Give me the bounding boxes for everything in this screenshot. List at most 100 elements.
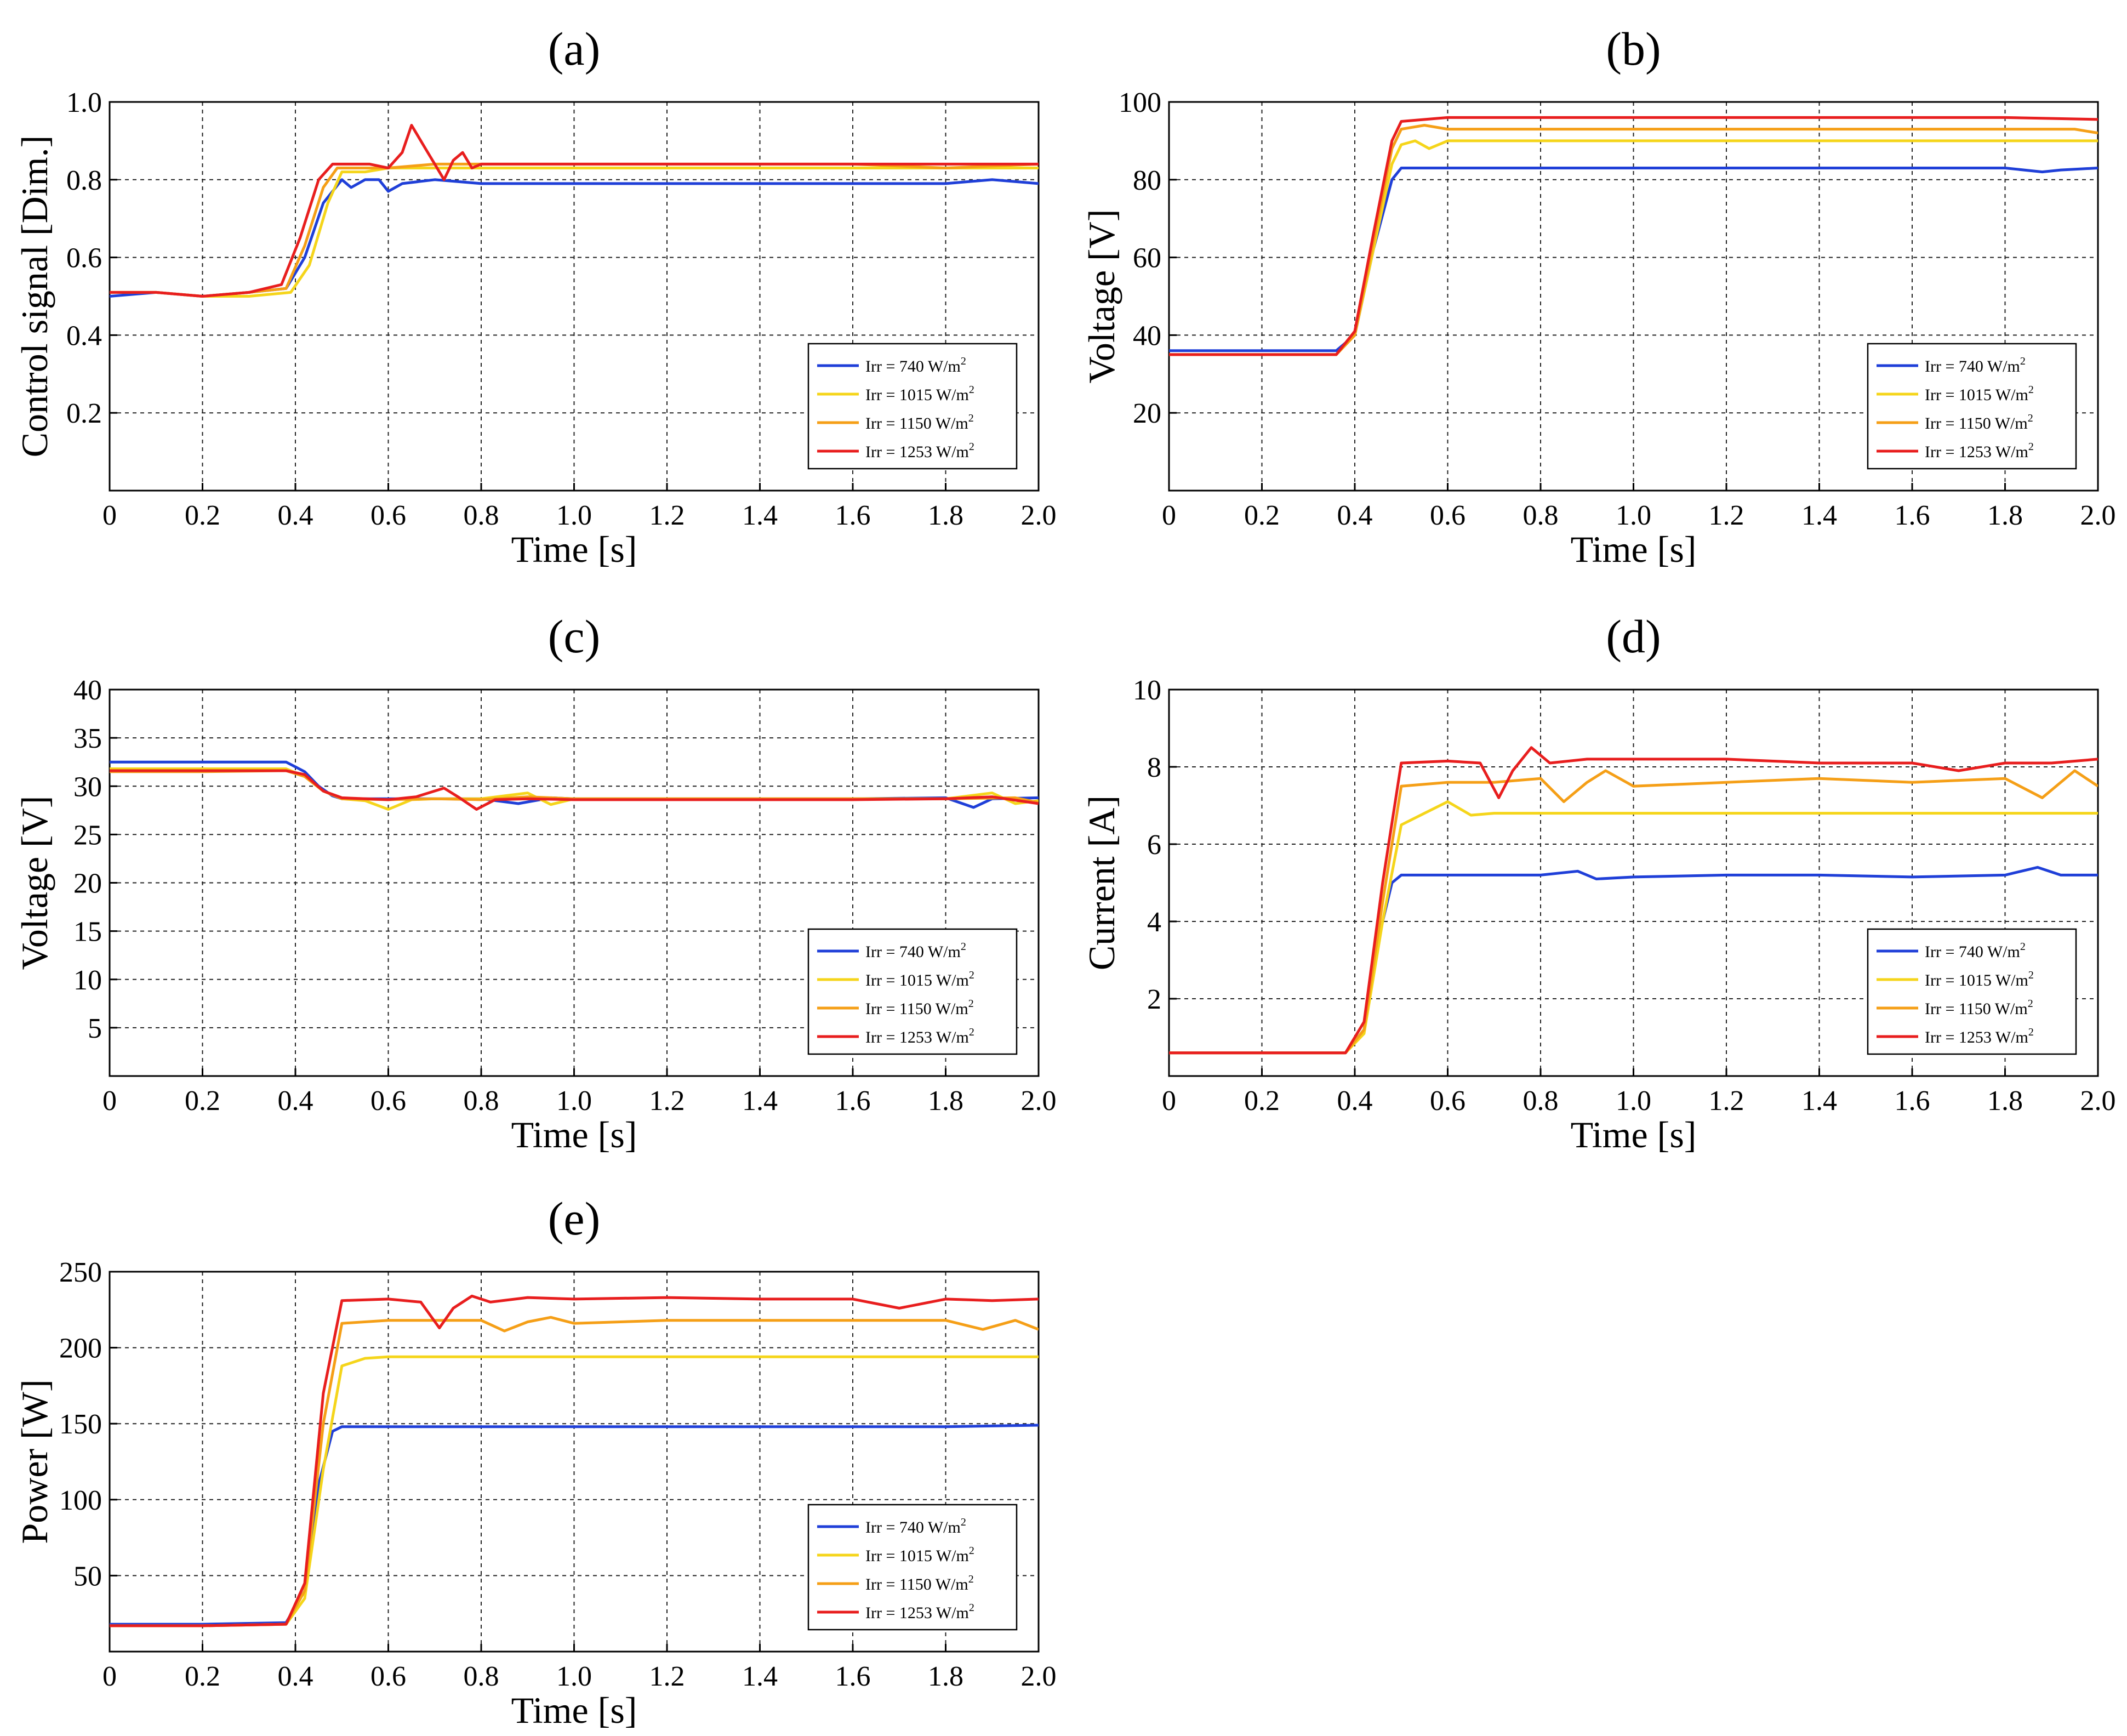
y-tick-label: 30 — [73, 771, 102, 802]
legend-superscript: 2 — [968, 1573, 974, 1585]
legend-entry: Irr = 740 W/m2 — [1925, 941, 2026, 961]
legend-entry: Irr = 1015 W/m2 — [1925, 384, 2034, 404]
legend-entry: Irr = 1015 W/m2 — [865, 1545, 974, 1565]
chart-title: (b) — [1606, 22, 1661, 75]
legend-superscript: 2 — [2020, 941, 2026, 953]
y-tick-label: 10 — [73, 965, 102, 996]
legend-label: Irr = 740 W/m — [1925, 357, 2020, 375]
x-tick-label: 1.8 — [928, 500, 963, 531]
chart-title: (e) — [548, 1192, 600, 1245]
x-tick-label: 1.6 — [1895, 500, 1930, 531]
legend-entry: Irr = 1015 W/m2 — [865, 384, 974, 404]
series-group — [110, 1294, 1039, 1627]
y-tick-label: 25 — [73, 819, 102, 851]
legend-label: Irr = 1150 W/m — [865, 1575, 968, 1593]
legend-entry: Irr = 1150 W/m2 — [1925, 998, 2033, 1018]
x-tick-label: 2.0 — [1021, 1661, 1057, 1692]
y-tick-label: 0.8 — [66, 165, 102, 196]
y-tick-label: 20 — [73, 868, 102, 900]
legend-superscript: 2 — [968, 998, 974, 1010]
legend-label: Irr = 740 W/m — [865, 357, 961, 375]
x-tick-label: 1.6 — [835, 1085, 871, 1117]
legend-label: Irr = 1150 W/m — [1925, 414, 2028, 432]
y-tick-label: 150 — [59, 1409, 102, 1440]
legend-superscript: 2 — [969, 441, 974, 453]
x-tick-label: 1.4 — [742, 1085, 778, 1117]
y-tick-label: 100 — [1119, 87, 1161, 118]
series-group — [110, 760, 1039, 811]
x-tick-label: 1.4 — [742, 500, 778, 531]
x-tick-label: 0.4 — [1337, 500, 1373, 531]
y-tick-label: 0.4 — [66, 320, 102, 351]
legend-entry: Irr = 1015 W/m2 — [1925, 969, 2034, 989]
x-tick-label: 0.2 — [185, 500, 220, 531]
y-axis-label: Current [A] — [1081, 795, 1122, 970]
legend-entry: Irr = 740 W/m2 — [865, 355, 966, 375]
x-axis-label: Time [s] — [511, 1114, 637, 1156]
x-tick-label: 0 — [1162, 1085, 1176, 1117]
x-tick-label: 1.6 — [835, 500, 871, 531]
legend-label: Irr = 1015 W/m — [865, 971, 969, 989]
legend-label: Irr = 1015 W/m — [865, 386, 969, 404]
x-tick-label: 1.8 — [928, 1085, 963, 1117]
legend-superscript: 2 — [2028, 1026, 2034, 1038]
legend-superscript: 2 — [969, 384, 974, 396]
x-tick-label: 0.8 — [1523, 500, 1559, 531]
y-tick-label: 40 — [73, 675, 102, 706]
y-tick-label: 5 — [88, 1013, 102, 1044]
x-tick-label: 1.0 — [1616, 1085, 1651, 1117]
legend-label: Irr = 740 W/m — [1925, 943, 2020, 961]
legend-superscript: 2 — [2028, 969, 2034, 981]
y-tick-label: 20 — [1133, 398, 1161, 429]
x-tick-label: 2.0 — [1021, 500, 1057, 531]
x-axis-label: Time [s] — [1571, 1114, 1697, 1156]
legend-entry: Irr = 1253 W/m2 — [1925, 441, 2034, 461]
chart-e: (e) 0 0.2 0.4 0.6 0.8 1.0 1.2 1.4 1.6 1.8 2.0 50 100 1… — [14, 1192, 1057, 1731]
chart-d: (d) 0 0.2 0.4 0.6 0.8 1.0 1.2 1.4 1.6 1.8 2.0 2 4 6 8 10… — [1081, 610, 2116, 1156]
x-tick-label: 0.2 — [185, 1085, 220, 1117]
legend-superscript: 2 — [2028, 998, 2033, 1010]
x-tick-label: 2.0 — [2080, 500, 2116, 531]
x-tick-label: 0 — [102, 500, 117, 531]
x-tick-label: 0.8 — [464, 1661, 499, 1692]
grid — [110, 690, 1039, 1076]
x-tick-label: 0.2 — [1244, 1085, 1280, 1117]
y-tick-label: 200 — [59, 1333, 102, 1364]
x-tick-label: 0.4 — [278, 500, 313, 531]
legend-entry: Irr = 1150 W/m2 — [1925, 412, 2033, 432]
y-tick-label: 0.2 — [66, 398, 102, 429]
legend-entry: Irr = 1253 W/m2 — [865, 1026, 974, 1046]
legend-superscript: 2 — [2028, 441, 2034, 453]
y-tick-label: 10 — [1133, 675, 1161, 706]
y-tick-label: 8 — [1147, 752, 1161, 783]
y-axis-label: Voltage [V] — [14, 796, 55, 970]
x-tick-label: 1.4 — [742, 1661, 778, 1692]
x-tick-label: 0 — [1162, 500, 1176, 531]
legend-entry: Irr = 1253 W/m2 — [1925, 1026, 2034, 1046]
legend-entry: Irr = 1253 W/m2 — [865, 441, 974, 461]
x-tick-label: 1.2 — [649, 500, 685, 531]
x-tick-label: 0.2 — [185, 1661, 220, 1692]
x-tick-label: 1.4 — [1801, 1085, 1837, 1117]
legend-superscript: 2 — [969, 969, 974, 981]
x-tick-label: 2.0 — [2080, 1085, 2116, 1117]
y-axis-label: Control signal [Dim.] — [14, 135, 55, 457]
legend-label: Irr = 1150 W/m — [865, 414, 968, 432]
x-tick-label: 1.8 — [1987, 1085, 2023, 1117]
series-line-4 — [110, 124, 1039, 298]
legend-superscript: 2 — [2028, 384, 2034, 396]
x-tick-label: 1.2 — [1709, 1085, 1744, 1117]
legend-entry: Irr = 1253 W/m2 — [865, 1602, 974, 1622]
x-tick-label: 0.4 — [278, 1661, 313, 1692]
y-tick-label: 100 — [59, 1485, 102, 1516]
legend-entry: Irr = 1150 W/m2 — [865, 412, 974, 432]
legend-superscript: 2 — [969, 1602, 974, 1614]
x-tick-label: 0.6 — [1430, 1085, 1465, 1117]
y-tick-label: 4 — [1147, 907, 1161, 938]
y-axis-label: Voltage [V] — [1081, 209, 1122, 384]
x-tick-label: 0 — [102, 1661, 117, 1692]
